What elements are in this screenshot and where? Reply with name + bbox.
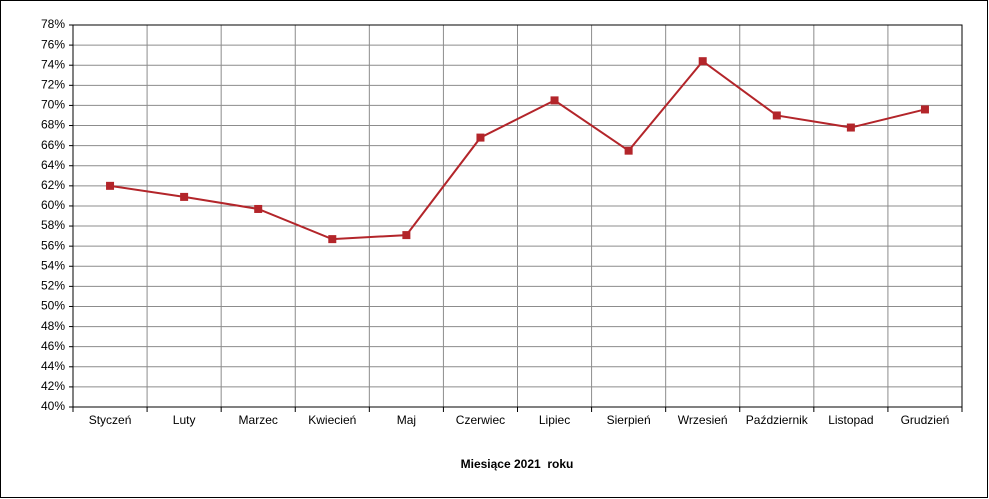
- y-tick-label: 58%: [41, 218, 65, 232]
- x-tick-label: Sierpień: [607, 413, 651, 427]
- y-tick-label: 42%: [41, 379, 65, 393]
- y-tick-label: 68%: [41, 118, 65, 132]
- x-tick-label: Październik: [746, 413, 809, 427]
- y-tick-label: 62%: [41, 178, 65, 192]
- y-tick-label: 66%: [41, 138, 65, 152]
- point: [772, 111, 781, 120]
- y-tick-label: 70%: [41, 98, 65, 112]
- x-tick-label: Lipiec: [539, 413, 570, 427]
- point: [550, 96, 559, 105]
- x-tick-label: Grudzień: [901, 413, 950, 427]
- x-tick-label: Styczeń: [89, 413, 132, 427]
- x-tick-label: Marzec: [239, 413, 278, 427]
- point: [476, 133, 485, 142]
- y-tick-label: 50%: [41, 299, 65, 313]
- x-tick-label: Czerwiec: [456, 413, 505, 427]
- point: [328, 235, 337, 244]
- y-tick-label: 52%: [41, 279, 65, 293]
- point: [846, 123, 855, 132]
- series-line: [109, 59, 926, 241]
- y-tick-label: 40%: [41, 399, 65, 413]
- y-tick-label: 60%: [41, 198, 65, 212]
- point: [920, 105, 929, 114]
- y-tick-label: 78%: [41, 17, 65, 31]
- x-axis-title: Miesiące 2021 roku: [461, 457, 574, 471]
- point: [180, 192, 189, 201]
- point: [106, 181, 115, 190]
- y-tick-label: 56%: [41, 238, 65, 252]
- y-tick-label: 74%: [41, 57, 65, 71]
- point: [624, 146, 633, 155]
- point: [698, 57, 707, 66]
- y-tick-label: 54%: [41, 258, 65, 272]
- x-tick-label: Luty: [173, 413, 196, 427]
- point: [402, 231, 411, 240]
- point: [254, 204, 263, 213]
- x-tick-label: Maj: [397, 413, 416, 427]
- x-tick-label: Listopad: [828, 413, 873, 427]
- x-tick-label: Wrzesień: [678, 413, 728, 427]
- plot-border: [72, 24, 963, 408]
- y-tick-label: 46%: [41, 339, 65, 353]
- y-tick-label: 72%: [41, 77, 65, 91]
- y-tick-label: 44%: [41, 359, 65, 373]
- y-tick-label: 48%: [41, 319, 65, 333]
- x-tick-label: Kwiecień: [308, 413, 356, 427]
- y-tick-label: 76%: [41, 37, 65, 51]
- y-tick-label: 64%: [41, 158, 65, 172]
